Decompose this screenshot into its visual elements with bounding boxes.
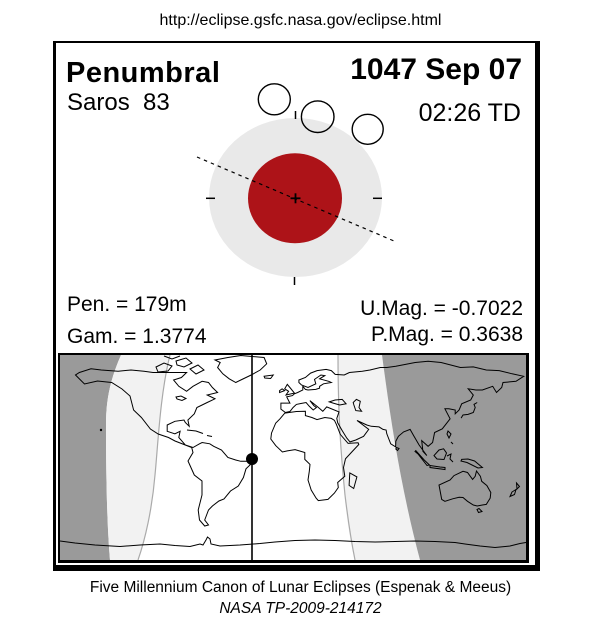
moon-position-circles [257, 83, 384, 145]
saros-number-label: Saros 83 [67, 89, 170, 116]
americas-outline [74, 368, 253, 527]
canon-caption: Five Millennium Canon of Lunar Eclipses … [89, 579, 512, 596]
sulawesi-outline [446, 453, 454, 463]
cuba-outline [186, 429, 204, 434]
sumatra-outline [414, 449, 431, 467]
partial-zone-east [338, 355, 420, 560]
java-outline [429, 464, 446, 471]
penumbral-magnitude-value: P.Mag. = 0.3638 [371, 323, 523, 346]
cardinal-tick-marks [206, 111, 382, 285]
new-guinea-outline [460, 458, 484, 469]
eurasia-outline [280, 360, 525, 456]
partial-zone-west [106, 355, 170, 560]
penumbral-limit-curves [137, 355, 356, 560]
black-sea-outline [327, 398, 348, 406]
continent-outlines [60, 355, 526, 549]
japan-outline [460, 402, 478, 419]
greenland-outline [213, 355, 268, 384]
eclipse-time: 02:26 TD [418, 99, 521, 127]
africa-outline [270, 410, 360, 502]
source-url-text: http://eclipse.gsfc.nasa.gov/eclipse.htm… [159, 12, 442, 29]
madagascar-outline [348, 472, 358, 490]
arctic-islands-outline [155, 355, 205, 375]
limit-curve-east [337, 355, 356, 560]
not-visible-region-west [60, 355, 121, 560]
penumbral-duration-value: Pen. = 179m [67, 293, 187, 316]
moon-greatest-circle [300, 100, 335, 134]
visibility-shading [60, 355, 526, 560]
visibility-map-frame [58, 353, 529, 563]
iceland-outline [263, 374, 275, 380]
umbral-magnitude-value: U.Mag. = -0.7022 [360, 297, 523, 320]
antarctica-outline [60, 536, 526, 549]
new-zealand-outline [509, 481, 521, 498]
shadow-geometry-diagram [196, 83, 395, 285]
british-isles-outline [279, 383, 296, 396]
nasa-report-number: NASA TP-2009-214172 [219, 600, 382, 617]
limit-curve-west [137, 355, 171, 560]
sri-lanka-outline [395, 446, 400, 452]
center-cross [290, 193, 301, 204]
visibility-world-map [60, 355, 526, 560]
philippines-outline [446, 430, 454, 445]
moon-contact-first-circle [257, 83, 292, 116]
greatest-eclipse-point [246, 453, 258, 465]
not-visible-region-east [382, 355, 526, 560]
great-lakes-outline [175, 395, 188, 402]
eclipse-date: 1047 Sep 07 [350, 53, 522, 86]
hawaii-dot [99, 428, 103, 432]
tasmania-outline [476, 507, 483, 514]
eclipse-type-title: Penumbral [66, 57, 221, 89]
borneo-outline [433, 448, 448, 461]
moon-contact-last-circle [351, 113, 384, 145]
gamma-value: Gam. = 1.3774 [67, 325, 207, 348]
caspian-sea-outline [352, 398, 363, 412]
australia-outline [438, 469, 492, 507]
hispaniola-outline [206, 435, 213, 437]
